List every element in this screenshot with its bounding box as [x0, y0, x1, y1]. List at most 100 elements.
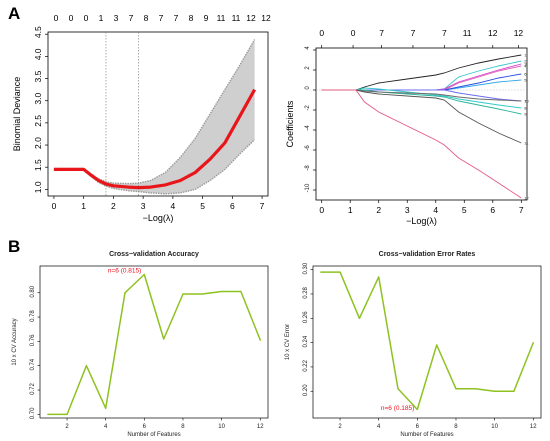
top-axis-label: 12 — [246, 13, 256, 23]
cv-point — [320, 271, 322, 273]
coef-label: 5 — [524, 78, 527, 83]
top-axis-label: 7 — [411, 28, 416, 38]
x-tick-label: 6 — [230, 201, 235, 211]
x-tick-label: 8 — [181, 424, 185, 430]
error-band — [53, 39, 255, 194]
top-axis-label: 7 — [174, 13, 179, 23]
y-tick-label: 0 — [305, 86, 311, 90]
x-tick-label: 2 — [338, 424, 342, 430]
optimum-annotation: n=6 (0.185) — [381, 405, 414, 412]
cv-point — [85, 365, 87, 367]
coef-path-4 — [321, 65, 522, 91]
x-tick-label: 12 — [257, 424, 264, 430]
top-axis-label: 3 — [114, 13, 119, 23]
y-tick-label: 0.22 — [303, 359, 309, 371]
cv-point — [358, 317, 360, 319]
coef-label: 4 — [524, 64, 527, 69]
y-tick-label: 2.0 — [33, 137, 43, 149]
x-tick-label: 5 — [462, 205, 467, 215]
y-tick-label: 2 — [305, 66, 311, 70]
x-tick-label: 6 — [416, 424, 420, 430]
y-tick-label: 0.78 — [30, 310, 36, 322]
coef-label: 7 — [524, 99, 527, 104]
x-tick-label: 2 — [111, 201, 116, 211]
y-axis-label: 10 x CV Error — [285, 324, 291, 360]
cv-point — [240, 290, 242, 293]
top-axis-label: 0 — [54, 13, 59, 23]
plot-frame — [315, 47, 528, 201]
x-tick-label: 4 — [433, 205, 438, 215]
top-axis-label: 0 — [69, 13, 74, 23]
x-axis-label: −Log(λ) — [143, 213, 174, 223]
top-axis-label: 11 — [232, 13, 241, 23]
coef-path-8 — [321, 87, 522, 109]
coef-path-12 — [321, 89, 522, 199]
cv-point — [378, 276, 380, 278]
top-axis-label: 1 — [99, 13, 104, 23]
top-axis-label: 11 — [217, 13, 226, 23]
cv-point — [221, 290, 223, 293]
x-tick-label: 0 — [52, 201, 57, 211]
x-tick-label: 7 — [519, 205, 524, 215]
x-tick-label: 4 — [377, 424, 381, 430]
top-axis-label: 7 — [129, 13, 134, 23]
chart-title: Cross−validation Error Rates — [379, 251, 476, 258]
cv-point — [124, 292, 126, 294]
x-tick-label: 2 — [65, 424, 69, 430]
x-tick-label: 6 — [490, 205, 495, 215]
optimum-annotation: n=6 (0.815) — [108, 268, 141, 275]
top-axis-label: 8 — [144, 13, 149, 23]
chart-title: Cross−validation Accuracy — [109, 251, 199, 258]
x-tick-label: 10 — [491, 424, 498, 430]
x-axis-label: Number of Features — [400, 432, 453, 438]
y-tick-label: -6 — [305, 145, 311, 151]
cv-point — [66, 413, 68, 415]
cv-point — [474, 388, 476, 390]
cv-accuracy-plot: 2 4 6 8 10 12 0.70 0.72 0.74 0.76 0.78 0.80 n=6 (0.8… — [12, 251, 269, 438]
cv-point — [143, 273, 145, 276]
x-tick-label: 3 — [405, 205, 410, 215]
top-axis-label: 0 — [319, 28, 324, 38]
y-axis-label: 10 x CV Accuracy — [12, 318, 18, 365]
top-axis-label: 0 — [84, 13, 89, 23]
y-tick-label: 4.5 — [33, 26, 43, 38]
coef-label: 12 — [524, 196, 529, 201]
coef-label: 8 — [524, 106, 527, 111]
coef-path-2 — [321, 60, 522, 91]
cv-point — [163, 338, 165, 340]
cv-point — [397, 388, 399, 390]
coef-path-11 — [321, 89, 522, 144]
y-tick-label: 4.0 — [33, 48, 43, 60]
deviance-curve — [53, 88, 256, 190]
top-axis-label: 0 — [351, 28, 356, 38]
coef-label: 2 — [524, 59, 527, 64]
x-tick-label: 7 — [260, 201, 265, 211]
y-tick-label: 0.28 — [303, 286, 309, 298]
top-axis-label: 7 — [442, 28, 447, 38]
y-tick-label: -4 — [305, 125, 311, 131]
cv-point — [339, 271, 341, 273]
cv-line — [320, 271, 534, 411]
x-tick-label: 1 — [81, 201, 86, 211]
y-tick-label: 3.0 — [33, 93, 43, 105]
coef-path-10 — [321, 89, 522, 102]
cv-point — [416, 408, 418, 411]
top-axis-label: 9 — [204, 13, 209, 23]
top-axis-label: 12 — [514, 28, 524, 38]
y-axis-label: Coefficients — [285, 100, 295, 147]
top-axis-label: 12 — [488, 28, 498, 38]
top-axis-label: 7 — [159, 13, 164, 23]
y-axis-label: Binomial Deviance — [12, 77, 22, 152]
cv-point — [201, 293, 203, 295]
y-tick-label: 4 — [305, 46, 311, 50]
x-tick-label: 6 — [143, 424, 147, 430]
x-tick-label: 0 — [319, 205, 324, 215]
x-axis-label: Number of Features — [127, 432, 180, 438]
coef-path-6 — [321, 73, 522, 91]
cv-error-plot: 2 4 6 8 10 12 0.20 0.22 0.24 0.26 0.28 0.30 n=6 (0.1… — [285, 251, 542, 438]
y-tick-label: 1.5 — [33, 159, 43, 171]
x-tick-label: 4 — [170, 201, 175, 211]
x-tick-label: 4 — [104, 424, 108, 430]
cv-point — [47, 413, 49, 415]
coef-label: 9 — [524, 112, 527, 117]
